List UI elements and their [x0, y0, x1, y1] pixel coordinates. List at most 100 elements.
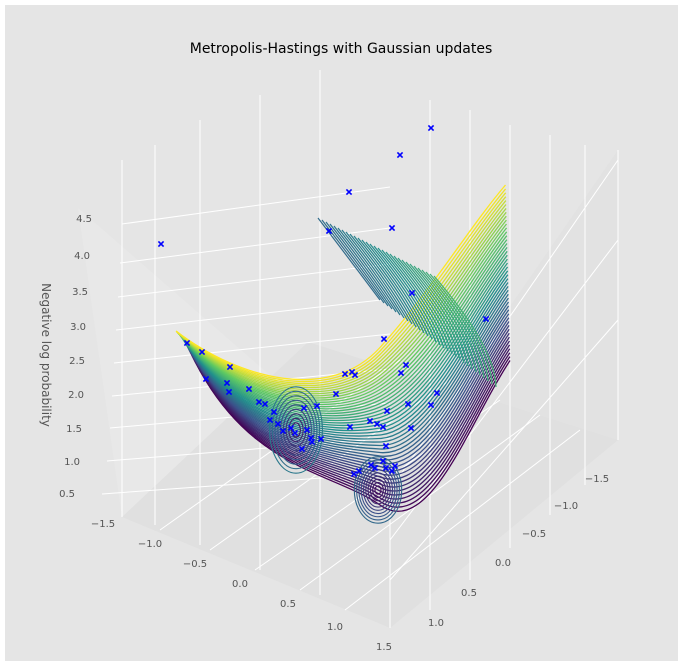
z-tick-label: 2.0 [68, 390, 84, 401]
y-tick-label: 0.5 [461, 588, 477, 599]
contour-line [180, 282, 509, 437]
contour-line [183, 338, 511, 492]
x-tick-label: −1.5 [91, 519, 115, 530]
contour-line [389, 253, 453, 355]
sample-marker [303, 426, 311, 434]
sample-marker [366, 417, 374, 425]
sample-marker [383, 407, 391, 415]
contour-line [178, 247, 508, 414]
sample-marker [433, 389, 441, 397]
sample-marker [332, 390, 340, 398]
contour-line [179, 258, 508, 422]
y-tick-label: 0.0 [495, 558, 511, 569]
contour-line [349, 233, 413, 325]
contour-line [177, 227, 508, 403]
contour-line [183, 332, 510, 484]
contour-line [425, 271, 489, 382]
sample-marker [313, 402, 321, 410]
sample-marker [308, 438, 316, 446]
contour-line [177, 219, 507, 399]
contour-line [184, 339, 511, 508]
sample-marker [391, 462, 399, 470]
contour-line [433, 275, 497, 388]
contour-line [362, 469, 394, 511]
contour-line [291, 422, 301, 438]
contour-line [377, 247, 441, 346]
contour-line [179, 262, 509, 424]
contour-line [429, 273, 493, 385]
x-tick-label: 0.5 [280, 599, 296, 610]
sample-marker [291, 429, 299, 437]
contour-line [271, 390, 321, 470]
x-tick-label: −0.5 [183, 559, 207, 570]
contour-line [381, 249, 445, 349]
sample-marker [287, 424, 295, 432]
contour-line [183, 338, 511, 496]
contour-line [417, 267, 481, 376]
contour-line [178, 239, 508, 410]
chart-title: Metropolis-Hastings with Gaussian update… [190, 41, 493, 57]
y-tick-label: 1.0 [428, 618, 444, 629]
contour-line [413, 265, 477, 373]
sample-marker [373, 420, 381, 428]
sample-marker [382, 442, 390, 450]
sample-marker [345, 188, 353, 196]
contour-line [178, 250, 508, 417]
sample-marker [380, 335, 388, 343]
sample-marker [427, 124, 435, 132]
contour-line [409, 263, 473, 370]
x-tick-label: 0.0 [232, 579, 248, 590]
z-axis-label: Negative log probability [39, 283, 53, 427]
x-tick-label: 1.0 [327, 622, 343, 633]
sample-marker [404, 400, 412, 408]
sample-marker [245, 385, 253, 393]
contour-line [353, 235, 417, 328]
contour-line [178, 243, 508, 412]
contour-line [178, 235, 508, 408]
contour-line [176, 196, 507, 387]
contour-line [367, 475, 389, 505]
sample-marker [482, 315, 490, 323]
z-tick-label: 1.0 [64, 457, 80, 468]
z-tick-label: 4.5 [76, 214, 92, 225]
sample-marker [183, 339, 191, 347]
sample-marker [341, 370, 349, 378]
contour-line [372, 482, 384, 498]
contour-line [353, 456, 403, 524]
sample-marker [346, 423, 354, 431]
contour-line [356, 459, 400, 521]
contour-line [176, 211, 507, 395]
sample-marker [270, 408, 278, 416]
sample-marker [198, 348, 206, 356]
contour-line [177, 215, 507, 397]
contour-line [365, 241, 429, 337]
contour-line [274, 395, 318, 465]
sample-marker [407, 424, 415, 432]
sample-marker [402, 361, 410, 369]
contour-line [179, 254, 508, 419]
contour-line [325, 221, 389, 307]
sample-marker [274, 420, 282, 428]
z-tick-label: 3.0 [70, 322, 86, 333]
contour-line [176, 207, 507, 393]
contour-line [280, 404, 312, 456]
sample-marker [266, 416, 274, 424]
y-tick-label: −1.0 [554, 501, 578, 512]
sample-markers [157, 124, 490, 478]
contour-line [317, 217, 381, 301]
contour-line [181, 297, 509, 450]
contour-line [182, 328, 510, 480]
contour-line [385, 251, 449, 352]
z-tick-label: 1.5 [66, 424, 82, 435]
contour-line [176, 200, 507, 389]
sample-marker [225, 388, 233, 396]
contour-line [269, 386, 323, 474]
contour-line [183, 336, 510, 488]
sample-marker [379, 457, 387, 465]
sample-marker [388, 224, 396, 232]
contour-line [405, 261, 469, 367]
contour-line [337, 227, 401, 316]
sample-marker [388, 467, 396, 475]
